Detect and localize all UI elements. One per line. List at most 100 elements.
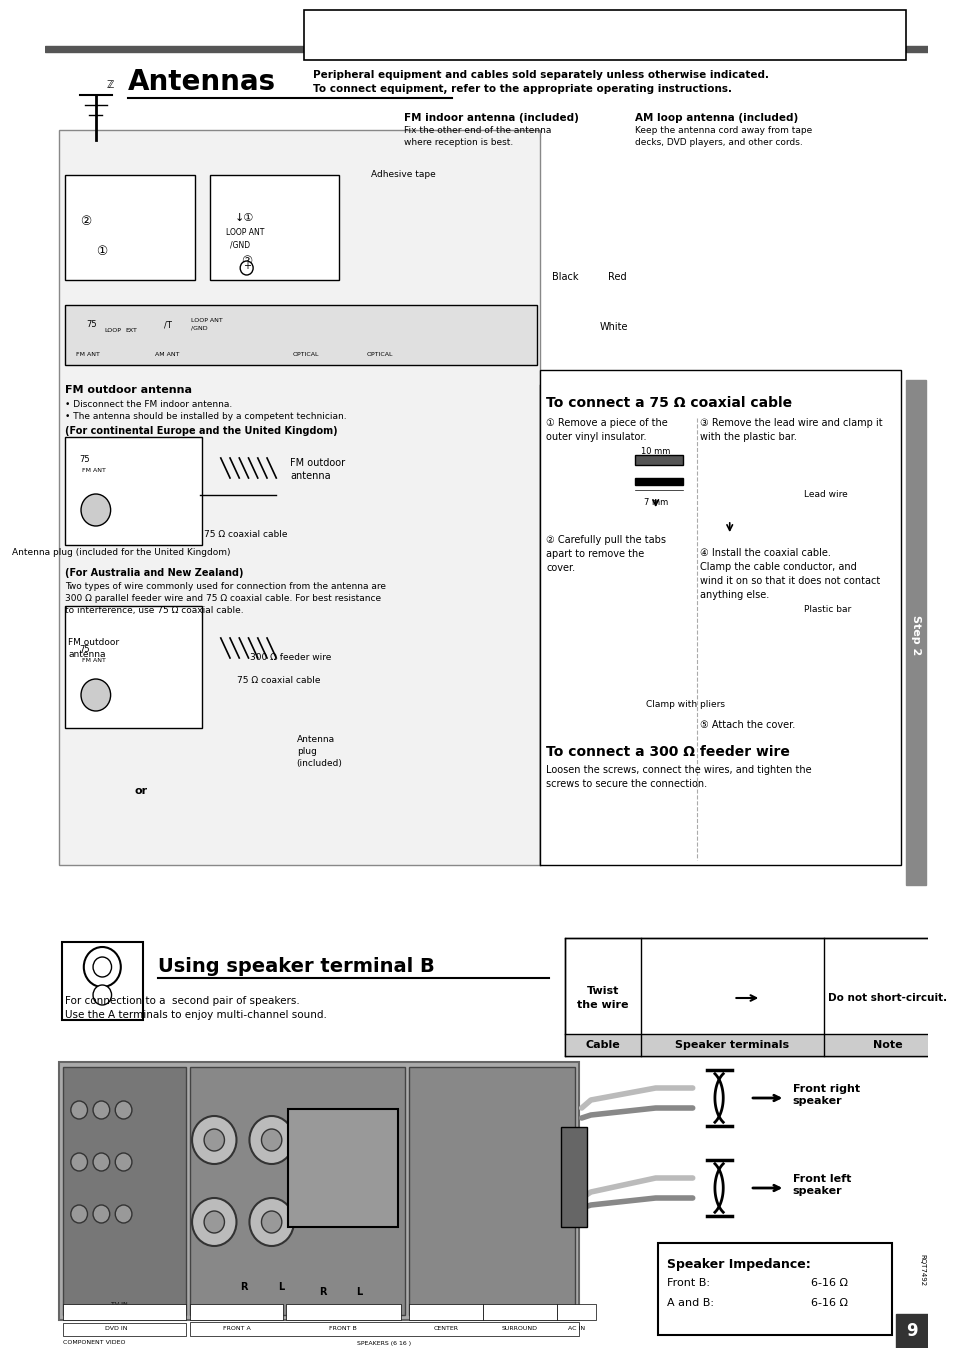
Bar [65, 437, 202, 545]
Text: /T: /T [164, 321, 172, 330]
Text: Speaker terminals: Speaker terminals [675, 1041, 789, 1050]
Bar [288, 1109, 397, 1227]
Text: (For continental Europe and the United Kingdom): (For continental Europe and the United K… [65, 426, 337, 435]
Bar [564, 938, 951, 1055]
Circle shape [261, 1130, 281, 1151]
Text: DVD IN: DVD IN [105, 1325, 128, 1330]
Text: Adhesive tape: Adhesive tape [371, 170, 435, 179]
Text: (For Australia and New Zealand): (For Australia and New Zealand) [65, 568, 244, 578]
Text: To connect a 300 Ω feeder wire: To connect a 300 Ω feeder wire [546, 745, 789, 759]
Circle shape [93, 1153, 110, 1171]
Circle shape [71, 1101, 88, 1119]
Text: FRONT B: FRONT B [329, 1325, 356, 1330]
Text: FM ANT: FM ANT [82, 468, 106, 473]
Circle shape [115, 1205, 132, 1223]
Bar [564, 1034, 951, 1055]
Circle shape [93, 1101, 110, 1119]
Text: 10 mm: 10 mm [640, 448, 670, 456]
Text: 6-16 Ω: 6-16 Ω [810, 1278, 847, 1287]
Bar [65, 175, 194, 280]
Text: AC IN: AC IN [567, 1325, 584, 1330]
Text: ④ Install the coaxial cable.
Clamp the cable conductor, and
wind it on so that i: ④ Install the coaxial cable. Clamp the c… [700, 549, 880, 600]
Text: SPEAKERS (6 16 ): SPEAKERS (6 16 ) [357, 1340, 411, 1345]
Bar [904, 380, 925, 886]
Bar [635, 456, 682, 465]
Bar [896, 1314, 926, 1348]
Bar [63, 1068, 186, 1316]
Text: Lead wire: Lead wire [803, 491, 846, 499]
Bar [63, 1322, 186, 1336]
Circle shape [192, 1198, 236, 1246]
Text: A and B:: A and B: [666, 1298, 713, 1308]
Text: OPTICAL: OPTICAL [366, 352, 393, 357]
Bar [285, 1304, 401, 1320]
Text: FM ANT: FM ANT [76, 352, 100, 357]
Text: ②: ② [241, 255, 253, 268]
Text: TV IN: TV IN [111, 1302, 127, 1308]
Text: LOOP ANT: LOOP ANT [191, 318, 223, 324]
Text: Loosen the screws, connect the wires, and tighten the
screws to secure the conne: Loosen the screws, connect the wires, an… [546, 766, 811, 789]
Circle shape [240, 262, 253, 275]
Text: SURROUND: SURROUND [501, 1325, 537, 1330]
Bar [190, 1068, 404, 1316]
Text: R: R [318, 1287, 326, 1297]
Text: Use the A terminals to enjoy multi-channel sound.: Use the A terminals to enjoy multi-chann… [65, 1010, 327, 1020]
Text: 75 Ω coaxial cable: 75 Ω coaxial cable [237, 675, 320, 685]
Circle shape [204, 1130, 224, 1151]
Bar [62, 942, 143, 1020]
Circle shape [93, 1205, 110, 1223]
Circle shape [192, 1116, 236, 1165]
Text: Peripheral equipment and cables sold separately unless otherwise indicated.: Peripheral equipment and cables sold sep… [313, 70, 768, 80]
Bar [408, 1304, 482, 1320]
Bar [190, 1304, 282, 1320]
Circle shape [115, 1153, 132, 1171]
Text: 300 Ω feeder wire: 300 Ω feeder wire [250, 652, 332, 662]
Text: 75: 75 [79, 456, 90, 464]
Circle shape [93, 957, 112, 977]
Text: Clamp with pliers: Clamp with pliers [646, 700, 724, 709]
Text: 75: 75 [86, 319, 96, 329]
Text: /GND: /GND [191, 326, 208, 332]
Text: FM ANT: FM ANT [82, 658, 106, 663]
Text: ⑤ Attach the cover.: ⑤ Attach the cover. [700, 720, 795, 731]
Text: Front left
speaker: Front left speaker [792, 1174, 850, 1196]
Bar [557, 1304, 595, 1320]
Text: Cable: Cable [585, 1041, 619, 1050]
Bar [45, 46, 926, 53]
Circle shape [84, 948, 121, 987]
Bar [59, 1062, 578, 1320]
Text: Keep the antenna cord away from tape
decks, DVD players, and other cords.: Keep the antenna cord away from tape dec… [635, 125, 812, 147]
Text: /GND: /GND [230, 240, 250, 249]
Text: ②: ② [80, 214, 91, 228]
Bar [560, 1127, 587, 1227]
Bar [304, 9, 904, 61]
Circle shape [249, 1116, 294, 1165]
Text: EXT: EXT [125, 328, 137, 333]
Text: L: L [356, 1287, 362, 1297]
Text: ℤ: ℤ [107, 80, 114, 90]
Text: or: or [134, 786, 148, 797]
Bar [539, 369, 900, 865]
Text: Black: Black [551, 272, 578, 282]
Text: ↓①: ↓① [234, 213, 253, 222]
Bar [63, 1304, 186, 1320]
Bar [658, 1243, 891, 1335]
Text: Step 2: Step 2 [910, 615, 920, 655]
Circle shape [71, 1205, 88, 1223]
Text: Twist
the wire: Twist the wire [577, 987, 628, 1010]
Text: Antennas: Antennas [128, 67, 276, 96]
Circle shape [115, 1101, 132, 1119]
Text: RQT7492: RQT7492 [919, 1254, 924, 1286]
Text: AM ANT: AM ANT [154, 352, 179, 357]
Text: ① Remove a piece of the
outer vinyl insulator.: ① Remove a piece of the outer vinyl insu… [546, 418, 667, 442]
Text: ③ Remove the lead wire and clamp it
with the plastic bar.: ③ Remove the lead wire and clamp it with… [700, 418, 882, 442]
Text: • Disconnect the FM indoor antenna.: • Disconnect the FM indoor antenna. [65, 400, 233, 408]
Text: Note: Note [872, 1041, 902, 1050]
Bar [65, 607, 202, 728]
Text: Antenna plug (included for the United Kingdom): Antenna plug (included for the United Ki… [12, 549, 231, 557]
Text: Two types of wire commonly used for connection from the antenna are
300 Ω parall: Two types of wire commonly used for conn… [65, 582, 386, 615]
Text: 7 mm: 7 mm [643, 497, 667, 507]
Text: Plastic bar: Plastic bar [803, 605, 850, 613]
Circle shape [204, 1211, 224, 1233]
Text: LOOP: LOOP [104, 328, 121, 333]
